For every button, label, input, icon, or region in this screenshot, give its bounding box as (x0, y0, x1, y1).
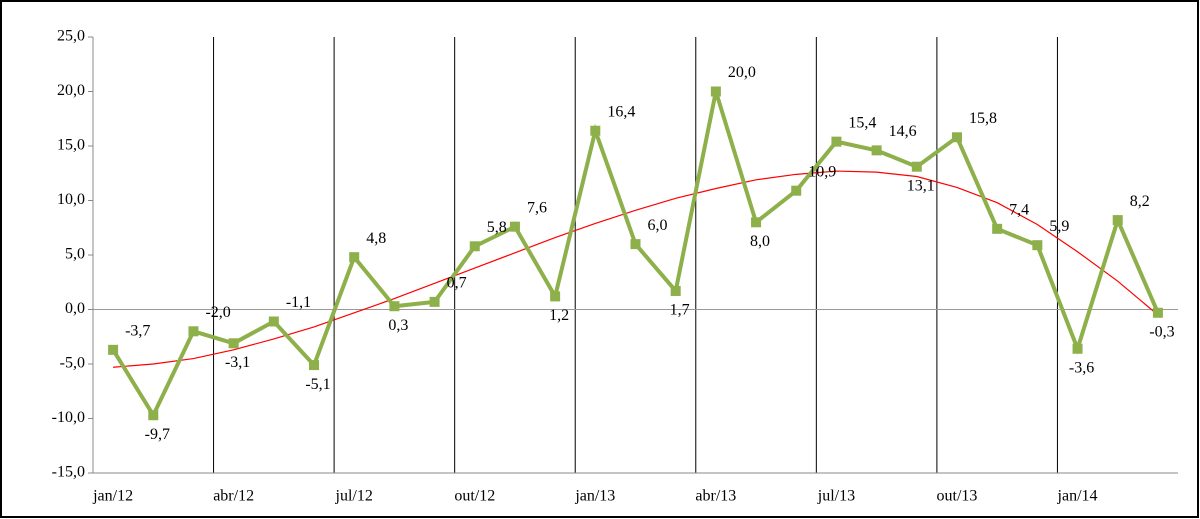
y-tick-label: -5,0 (60, 355, 85, 372)
y-tick-label: 20,0 (57, 82, 85, 99)
marker (951, 132, 962, 143)
data-label: -3,6 (1069, 359, 1094, 376)
data-label: 7,6 (527, 199, 547, 216)
data-label: 1,2 (549, 307, 569, 324)
marker (108, 344, 119, 355)
marker (1152, 307, 1163, 318)
x-tick-label: jan/13 (574, 488, 615, 505)
data-label: 7,4 (1009, 202, 1029, 219)
marker (389, 301, 400, 312)
y-tick-label: -10,0 (52, 409, 85, 426)
x-tick-label: out/13 (937, 488, 978, 505)
data-label: 16,4 (607, 103, 635, 120)
data-label: -9,7 (145, 426, 170, 443)
marker (630, 239, 641, 250)
x-tick-label: abr/12 (213, 488, 254, 505)
marker (429, 296, 440, 307)
marker (1112, 215, 1123, 226)
y-tick-label: 10,0 (57, 191, 85, 208)
data-label: 13,1 (907, 177, 935, 194)
x-tick-label: jan/12 (92, 488, 133, 505)
marker (349, 252, 360, 263)
y-tick-label: 15,0 (57, 137, 85, 154)
data-label: 8,2 (1130, 193, 1150, 210)
marker (1072, 343, 1083, 354)
marker (469, 241, 480, 252)
data-line (111, 90, 1160, 420)
marker (148, 410, 159, 421)
y-tick-label: 0,0 (65, 300, 85, 317)
data-label: 4,8 (366, 230, 386, 247)
data-label: -5,1 (305, 376, 330, 393)
data-label: 20,0 (728, 64, 756, 81)
x-tick-label: jul/12 (335, 488, 373, 505)
trend-line (113, 170, 1159, 368)
marker (751, 217, 762, 228)
data-label: -2,0 (205, 304, 230, 321)
marker (590, 125, 601, 136)
x-tick-label: jan/14 (1057, 488, 1098, 505)
marker (670, 285, 681, 296)
data-label: -0,3 (1149, 323, 1174, 340)
data-label: 15,4 (848, 114, 876, 131)
x-tick-label: out/12 (454, 488, 495, 505)
data-label: 0,7 (447, 275, 467, 292)
data-label: 15,8 (969, 110, 997, 127)
data-label: -3,1 (225, 354, 250, 371)
marker (992, 223, 1003, 234)
marker (550, 291, 561, 302)
marker (871, 145, 882, 156)
marker (1032, 240, 1043, 251)
marker (188, 326, 199, 337)
marker (710, 86, 721, 97)
data-label: 1,7 (670, 302, 690, 319)
marker (911, 161, 922, 172)
y-tick-label: -15,0 (52, 464, 85, 481)
marker (509, 221, 520, 232)
data-label: 10,9 (808, 163, 836, 180)
marker (268, 316, 279, 327)
x-tick-label: abr/13 (695, 488, 736, 505)
data-label: 0,3 (388, 317, 408, 334)
marker (309, 360, 320, 371)
data-label: -1,1 (286, 294, 311, 311)
data-label: 5,9 (1049, 218, 1069, 235)
data-label: -3,7 (125, 323, 150, 340)
data-label: 6,0 (648, 217, 668, 234)
y-tick-label: 25,0 (57, 28, 85, 45)
marker (791, 185, 802, 196)
data-label: 14,6 (889, 123, 917, 140)
data-label: 5,8 (487, 219, 507, 236)
data-label: 8,0 (750, 233, 770, 250)
y-tick-label: 5,0 (65, 246, 85, 263)
marker (831, 136, 842, 147)
x-tick-label: jul/13 (817, 488, 855, 505)
marker (228, 338, 239, 349)
